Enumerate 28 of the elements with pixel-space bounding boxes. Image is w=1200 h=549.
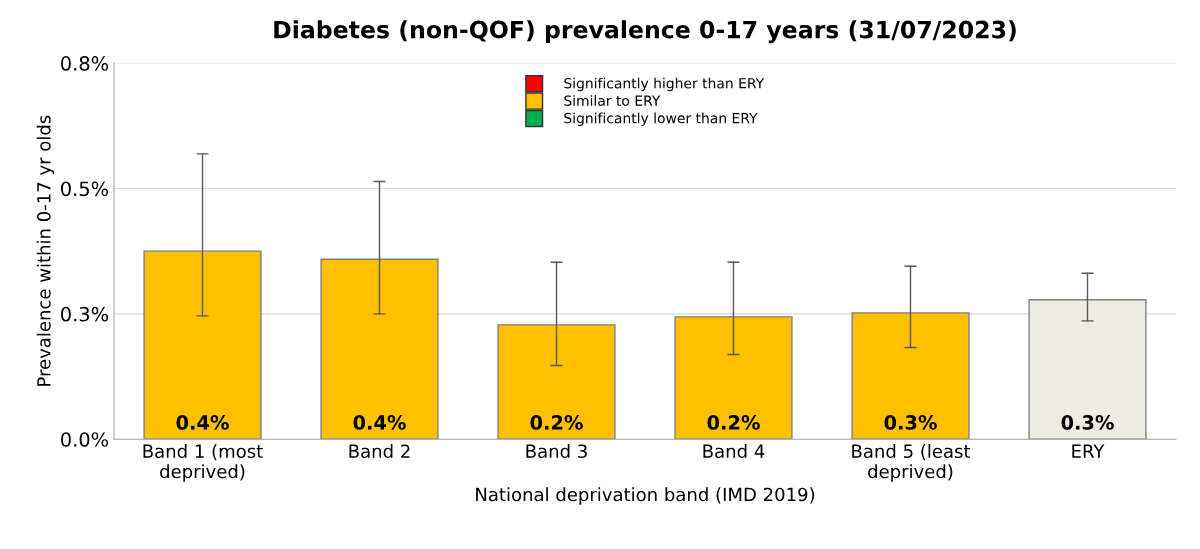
- bar: [497, 324, 616, 440]
- bar: [674, 316, 793, 440]
- bar: [1028, 299, 1147, 440]
- legend-label: Significantly lower than ERY: [564, 112, 758, 127]
- y-axis-title: Prevalence within 0-17 yr olds: [36, 115, 55, 386]
- legend-label: Similar to ERY: [564, 95, 661, 106]
- legend-label: Significantly higher than ERY: [564, 77, 765, 92]
- data-label: 0.4%: [176, 415, 229, 430]
- y-tick-label: 0.3%: [61, 306, 109, 322]
- x-tick-label: Band 5 (least deprived): [852, 444, 971, 482]
- x-axis-title: National deprivation band (IMD 2019): [476, 487, 815, 505]
- chart-title: Diabetes (non-QOF) prevalence 0-17 years (31/07/2023): [274, 20, 1016, 44]
- bar: [320, 258, 439, 440]
- bar: [143, 250, 262, 440]
- y-tick-label: 0.5%: [61, 181, 109, 197]
- x-tick-label: Band 3: [526, 444, 587, 459]
- data-label: 0.4%: [353, 415, 406, 430]
- data-label: 0.2%: [530, 415, 583, 430]
- data-label: 0.3%: [1061, 415, 1114, 430]
- x-tick-label: Band 4: [703, 444, 765, 459]
- data-label: 0.3%: [884, 415, 937, 430]
- data-label: 0.2%: [707, 415, 760, 430]
- bar: [851, 312, 970, 440]
- x-tick-label: ERY: [1072, 444, 1105, 458]
- x-tick-label: Band 2: [349, 444, 410, 459]
- x-tick-label: Band 1 (most deprived): [143, 444, 263, 482]
- y-tick-label: 0.8%: [61, 56, 109, 71]
- y-tick-label: 0.0%: [61, 432, 109, 447]
